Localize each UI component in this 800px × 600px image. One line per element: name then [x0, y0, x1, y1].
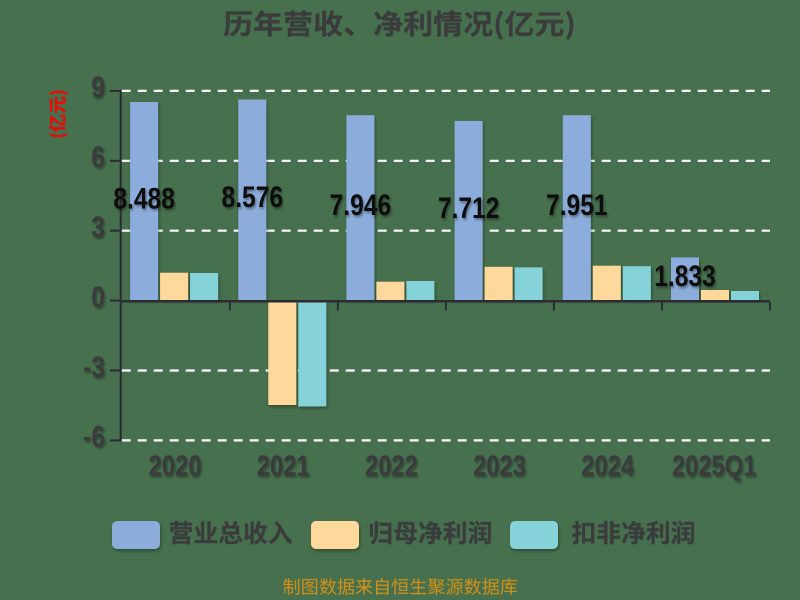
svg-text:2025Q1: 2025Q1 [672, 449, 757, 482]
svg-text:2024: 2024 [581, 449, 634, 482]
svg-text:2022: 2022 [365, 449, 418, 482]
svg-text:7.946: 7.946 [330, 188, 392, 222]
svg-text:2023: 2023 [473, 449, 526, 482]
svg-text:8.576: 8.576 [222, 180, 284, 214]
svg-text:9: 9 [91, 70, 105, 104]
svg-text:2020: 2020 [149, 449, 202, 482]
svg-text:3: 3 [91, 210, 105, 244]
svg-text:6: 6 [91, 140, 105, 174]
svg-text:7.951: 7.951 [546, 188, 608, 222]
svg-text:0: 0 [91, 280, 105, 314]
svg-text:-3: -3 [83, 349, 105, 383]
svg-text:1.833: 1.833 [654, 259, 716, 293]
svg-text:7.712: 7.712 [438, 190, 500, 224]
svg-text:2021: 2021 [257, 449, 310, 482]
svg-text:-6: -6 [83, 419, 105, 453]
svg-text:8.488: 8.488 [113, 181, 175, 215]
